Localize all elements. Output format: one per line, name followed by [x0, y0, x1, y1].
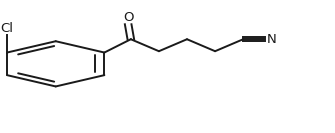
Text: O: O: [123, 11, 133, 24]
Text: N: N: [266, 33, 276, 46]
Text: Cl: Cl: [1, 22, 13, 35]
